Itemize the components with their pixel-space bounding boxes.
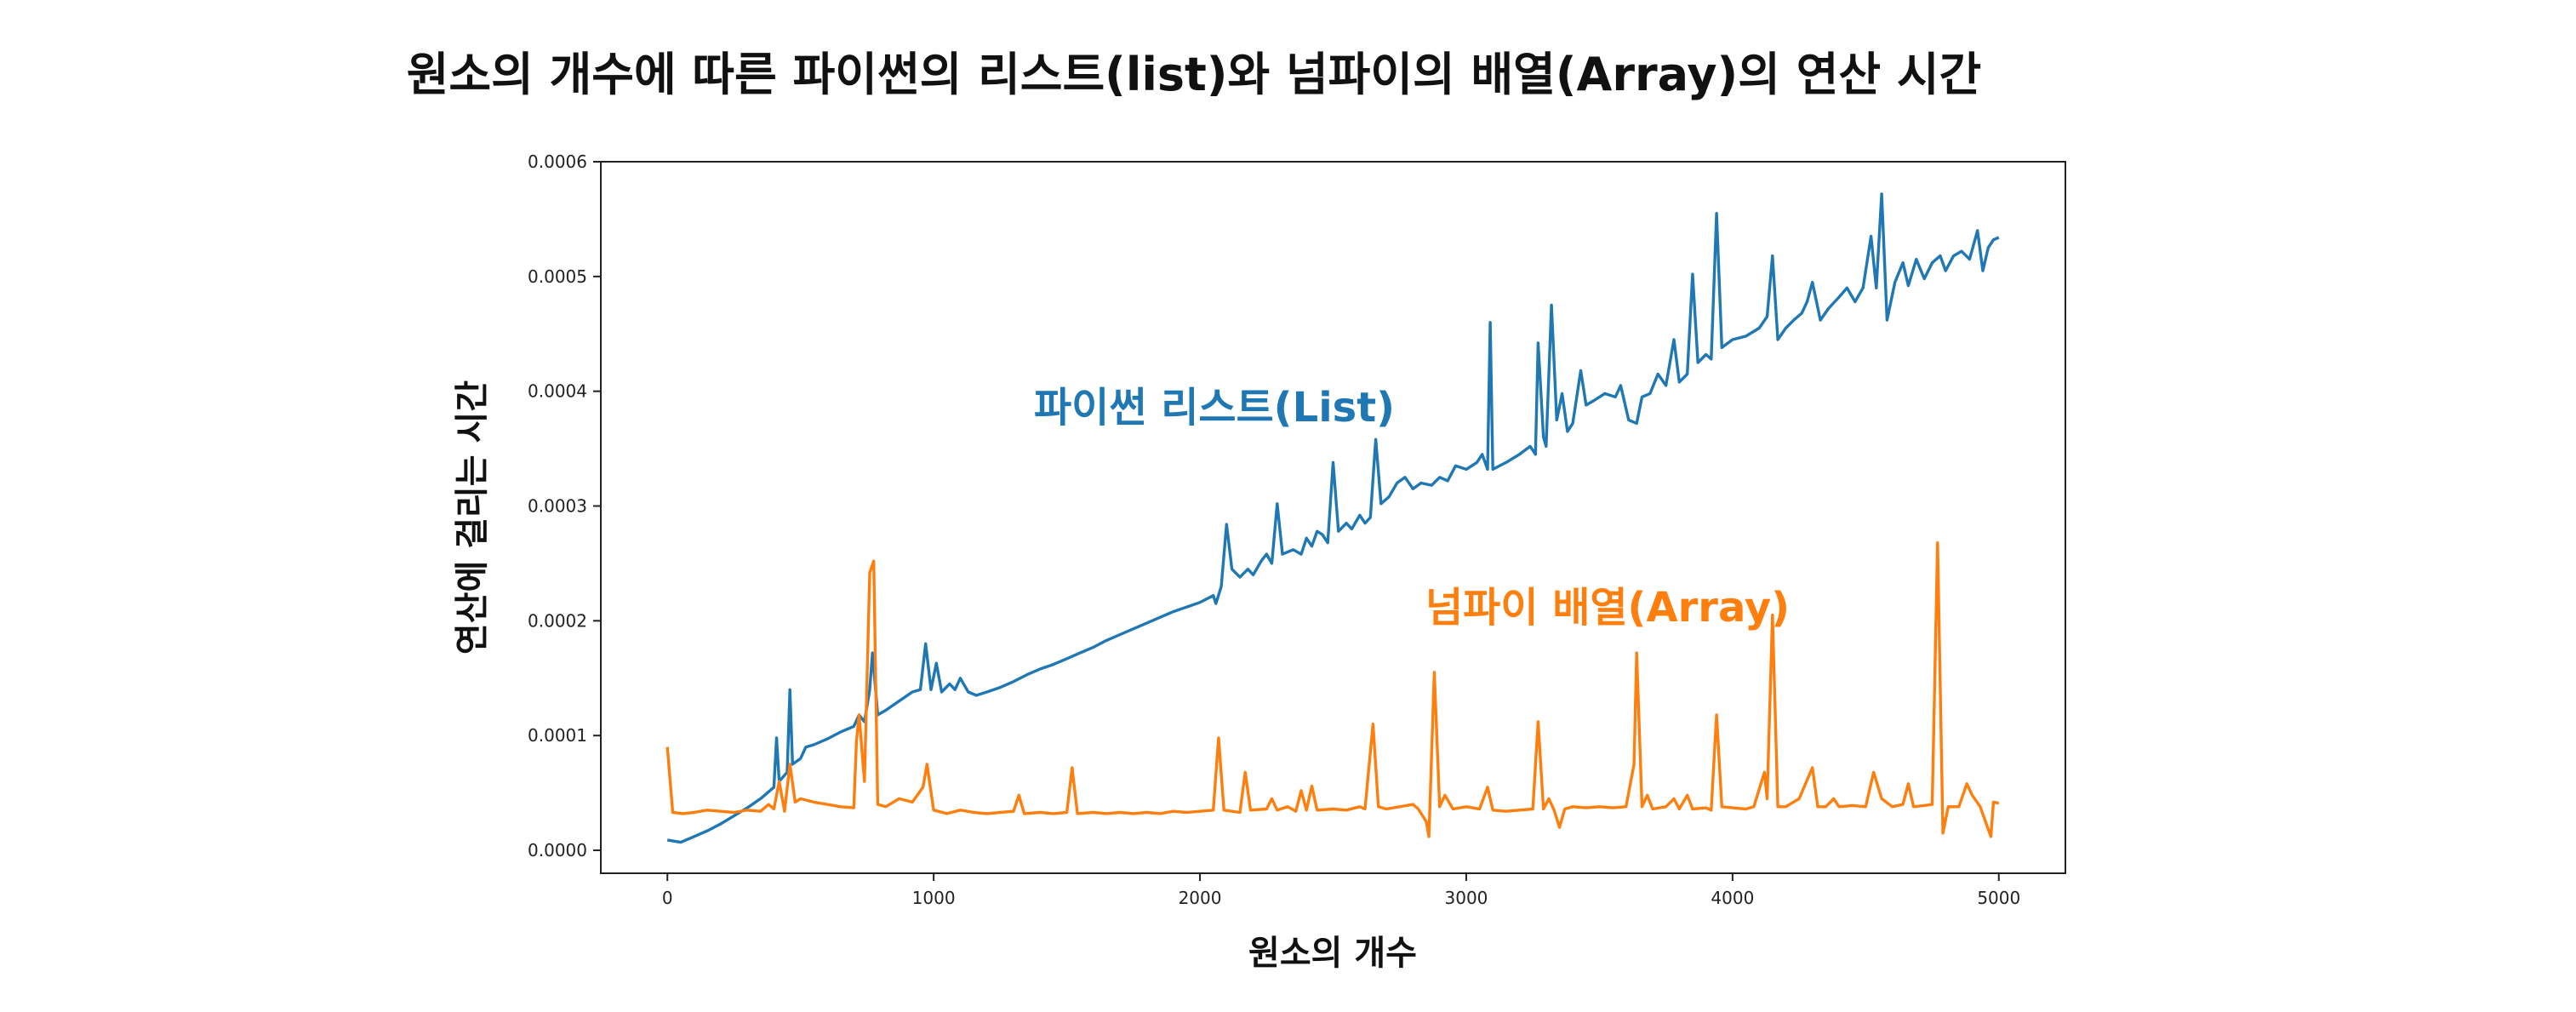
x-axis: 0 1000 2000 3000 4000 5000: [662, 873, 2020, 908]
series-layer: [665, 192, 2000, 844]
y-tick-label: 0.0001: [528, 725, 587, 746]
x-tick-label: 5000: [1977, 888, 2020, 908]
series-line-array: [665, 541, 2000, 838]
y-axis-label: 연산에 걸리는 시간: [453, 380, 492, 655]
x-tick-label: 2000: [1179, 888, 1222, 908]
series-label-list: 파이썬 리스트(List): [1034, 384, 1395, 432]
y-tick-label: 0.0006: [528, 152, 587, 172]
x-tick-label: 3000: [1445, 888, 1488, 908]
x-tick-label: 1000: [912, 888, 956, 908]
chart-title: 원소의 개수에 따른 파이썬의 리스트(list)와 넘파이의 배열(Array…: [407, 48, 1981, 101]
y-tick-label: 0.0004: [528, 381, 587, 402]
x-tick-label: 0: [662, 888, 673, 908]
y-tick-label: 0.0005: [528, 266, 587, 287]
x-axis-label: 원소의 개수: [1248, 934, 1417, 973]
series-label-array: 넘파이 배열(Array): [1425, 584, 1790, 632]
y-tick-label: 0.0003: [528, 496, 587, 517]
y-tick-label: 0.0002: [528, 610, 587, 631]
series-line-list: [666, 192, 2000, 844]
y-tick-label: 0.0000: [528, 840, 587, 860]
x-tick-label: 4000: [1711, 888, 1754, 908]
y-axis: 0.0000 0.0001 0.0002 0.0003 0.0004 0.0005 0.00…: [528, 152, 601, 860]
plot-area: [600, 161, 2066, 874]
